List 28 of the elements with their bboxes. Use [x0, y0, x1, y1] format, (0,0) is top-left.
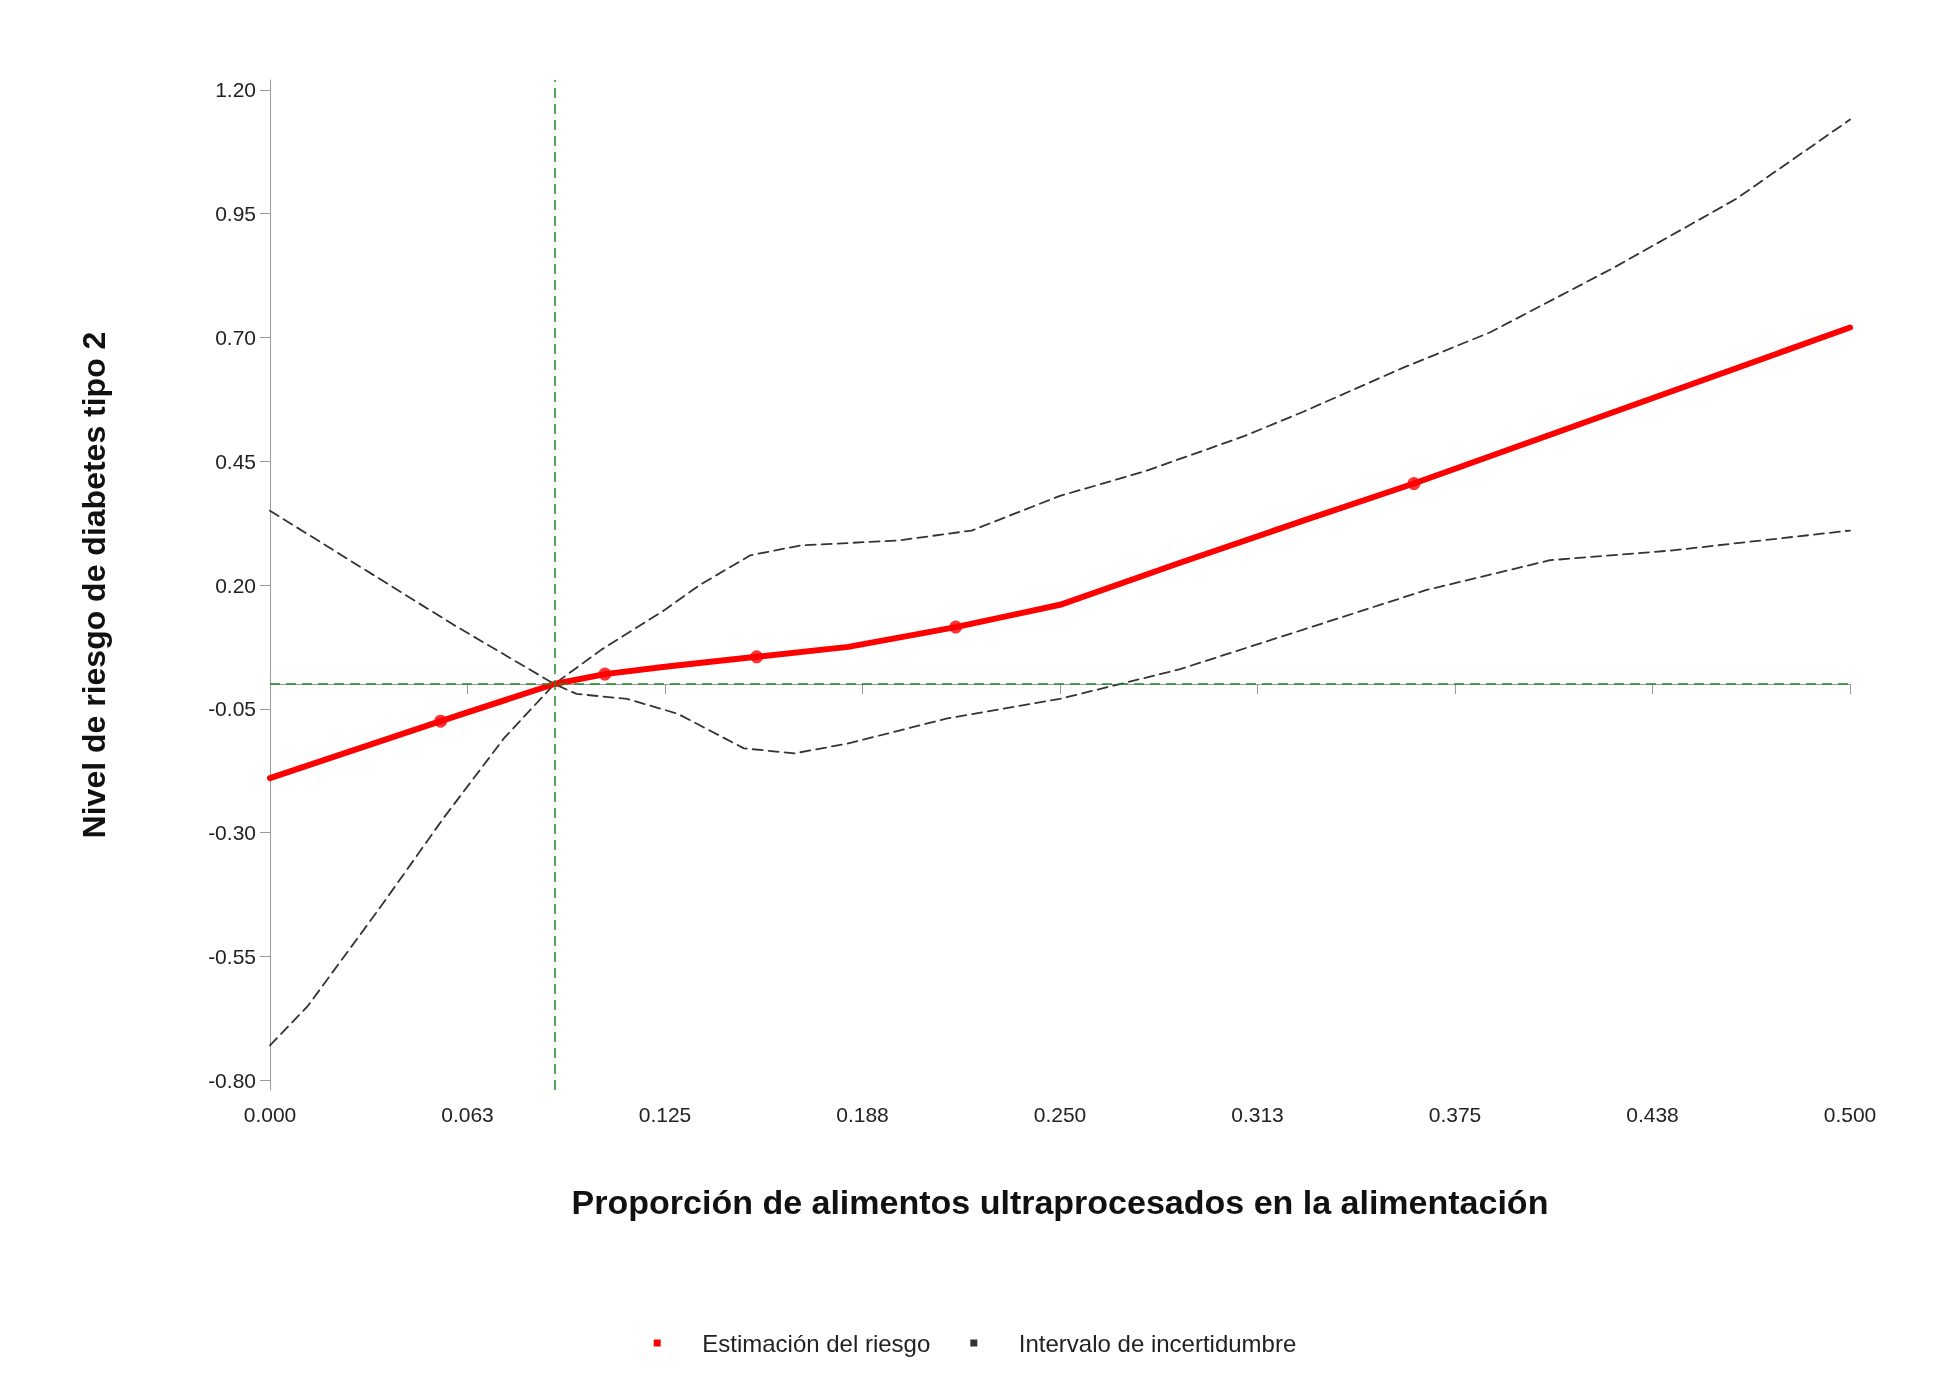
legend-label: Estimación del riesgo — [702, 1329, 931, 1357]
y-tick-label: 0.70 — [215, 325, 256, 349]
y-tick-label: 1.20 — [215, 78, 256, 102]
x-tick-label: 0.375 — [1428, 1103, 1482, 1126]
x-tick-label: 0.125 — [638, 1103, 692, 1126]
x-tick-label: 0.250 — [1033, 1103, 1087, 1126]
y-tick-label: 0.45 — [215, 449, 256, 473]
x-tick-label: 0.313 — [1231, 1103, 1284, 1126]
point — [434, 714, 448, 728]
legend-label: Intervalo de incertidumbre — [1018, 1329, 1297, 1357]
x-tick-label: 0.438 — [1626, 1103, 1679, 1126]
point — [1407, 477, 1421, 490]
x-axis-title: Proporción de alimentos ultraprocesados en la alimentación — [571, 1183, 1549, 1221]
line-series — [269, 529, 1851, 1047]
y-tick-label: -0.30 — [208, 821, 256, 845]
y-axis-title: Nivel de riesgo de diabetes tipo 2 — [76, 331, 112, 839]
point — [750, 650, 764, 664]
x-tick-label: 0.000 — [243, 1103, 297, 1126]
point — [598, 667, 612, 681]
x-tick-label: 0.500 — [1823, 1103, 1877, 1126]
y-tick-label: 0.95 — [215, 202, 256, 226]
x-tick-label: 0.188 — [836, 1103, 889, 1126]
x-tick-label: 0.063 — [441, 1103, 494, 1126]
y-tick-label: -0.55 — [208, 944, 256, 968]
y-tick-label: -0.05 — [208, 697, 256, 721]
y-tick-label: 0.20 — [215, 573, 256, 597]
y-tick-label: -0.80 — [208, 1068, 256, 1092]
point — [949, 620, 963, 634]
